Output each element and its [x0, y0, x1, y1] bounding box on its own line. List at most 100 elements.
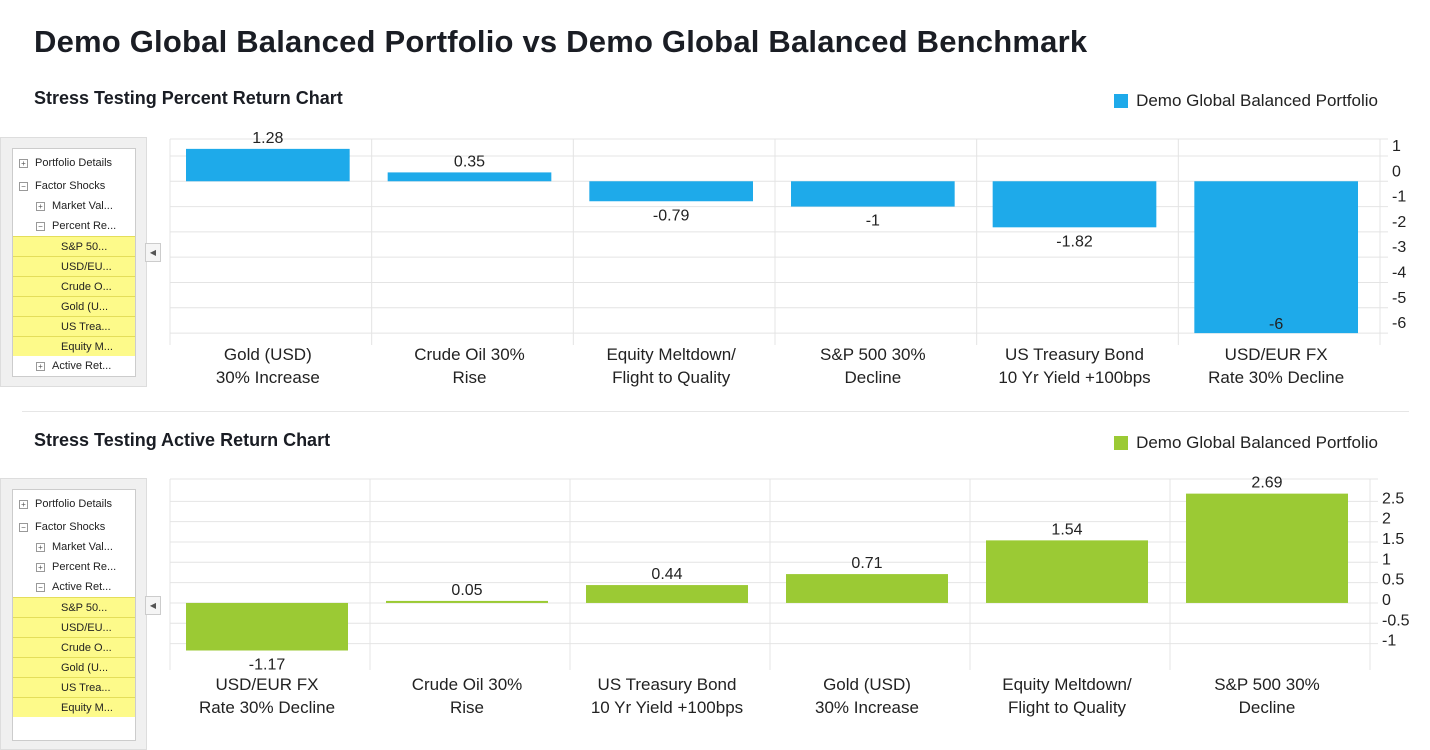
tree-node-label: Gold (U... — [61, 661, 109, 674]
percent-chart-title: Stress Testing Percent Return Chart — [34, 88, 343, 108]
tree-node-label: Portfolio Details — [35, 498, 113, 510]
legend-swatch-icon — [1114, 436, 1129, 450]
tree-node[interactable]: S&P 50... — [13, 236, 135, 256]
legend-label: Demo Global Balanced Portfolio — [1136, 433, 1378, 452]
tree-node[interactable]: − Factor Shocks — [13, 517, 135, 537]
tree-node-label: S&P 50... — [61, 240, 108, 253]
bar-value-label: -6 — [1269, 316, 1283, 333]
tree-node-label: Equity M... — [61, 340, 113, 353]
tree-node-label: US Trea... — [61, 681, 111, 694]
category-label: S&P 500 30% — [820, 345, 926, 364]
collapse-icon[interactable]: − — [36, 582, 45, 592]
category-label: Flight to Quality — [612, 368, 731, 387]
category-label: Gold (USD) — [224, 345, 312, 364]
tree-node-label: Portfolio Details — [35, 157, 113, 169]
tree-panel-top: + Portfolio Details − Factor Shocks + Market … — [0, 137, 147, 387]
tree-node-label: Percent Re... — [52, 220, 117, 232]
tree-node-label: Gold (U... — [61, 300, 109, 313]
y-tick-label: 1 — [1392, 138, 1401, 155]
tree-panel-bottom: + Portfolio Details − Factor Shocks + Market … — [0, 478, 147, 750]
tree-node[interactable]: + Market Val... — [13, 537, 135, 557]
category-label: Rise — [452, 368, 486, 387]
bar — [589, 181, 753, 202]
page-title: Demo Global Balanced Portfolio vs Demo G… — [34, 24, 1088, 59]
tree-node[interactable]: Gold (U... — [13, 296, 135, 316]
tree-node[interactable]: Equity M... — [13, 697, 135, 717]
y-tick-label: -5 — [1392, 290, 1406, 307]
category-label: 10 Yr Yield +100bps — [998, 368, 1150, 387]
bar — [992, 181, 1157, 228]
collapse-icon[interactable]: − — [19, 522, 28, 532]
section-divider — [22, 411, 1409, 412]
expand-icon[interactable]: + — [36, 361, 45, 371]
tree-node[interactable]: Crude O... — [13, 637, 135, 657]
legend-label: Demo Global Balanced Portfolio — [1136, 91, 1378, 110]
tree-node[interactable]: Equity M... — [13, 336, 135, 356]
triangle-left-icon: ◀ — [149, 248, 157, 257]
expand-icon[interactable]: + — [19, 499, 28, 509]
bar — [791, 181, 955, 207]
bar — [387, 172, 552, 182]
y-tick-label: -6 — [1392, 315, 1406, 332]
tree-node[interactable]: − Active Ret... — [13, 577, 135, 597]
tree-node[interactable]: S&P 50... — [13, 597, 135, 617]
triangle-left-icon: ◀ — [149, 601, 157, 610]
active-legend[interactable]: Demo Global Balanced Portfolio — [1114, 433, 1378, 453]
category-label: Rate 30% Decline — [1208, 368, 1344, 387]
y-tick-label: -3 — [1392, 239, 1406, 256]
tree-node[interactable]: + Market Val... — [13, 196, 135, 216]
category-label: 30% Increase — [216, 368, 320, 387]
y-tick-label: -4 — [1392, 264, 1406, 281]
tree-node[interactable]: − Factor Shocks — [13, 176, 135, 196]
expand-icon[interactable]: + — [36, 562, 45, 572]
y-tick-label: 0 — [1392, 163, 1401, 180]
collapse-panel-button[interactable]: ◀ — [145, 243, 161, 262]
expand-icon[interactable]: + — [36, 201, 45, 211]
category-label: Crude Oil 30% — [414, 345, 525, 364]
bar — [1194, 181, 1358, 334]
tree-node[interactable]: − Percent Re... — [13, 216, 135, 236]
tree-node[interactable]: US Trea... — [13, 316, 135, 336]
tree-node-label: Equity M... — [61, 701, 113, 714]
bar — [186, 148, 350, 182]
navigation-tree: + Portfolio Details − Factor Shocks + Market … — [12, 489, 136, 741]
category-label: USD/EUR FX — [1225, 345, 1328, 364]
tree-node-label: Factor Shocks — [35, 521, 106, 533]
tree-node[interactable]: + Percent Re... — [13, 557, 135, 577]
collapse-panel-button[interactable]: ◀ — [145, 596, 161, 615]
bar-value-label: -1 — [866, 213, 880, 230]
tree-node[interactable]: Crude O... — [13, 276, 135, 296]
y-tick-label: -1 — [1392, 189, 1406, 206]
tree-node[interactable]: + Portfolio Details — [13, 153, 135, 173]
tree-node-label: Crude O... — [61, 280, 112, 293]
collapse-icon[interactable]: − — [36, 221, 45, 231]
tree-node-label: Percent Re... — [52, 561, 117, 573]
tree-node[interactable]: + Active Ret... — [13, 356, 135, 376]
tree-node[interactable]: + Portfolio Details — [13, 494, 135, 514]
expand-icon[interactable]: + — [36, 542, 45, 552]
percent-legend[interactable]: Demo Global Balanced Portfolio — [1114, 91, 1378, 111]
tree-node-label: S&P 50... — [61, 601, 108, 614]
navigation-tree: + Portfolio Details − Factor Shocks + Market … — [12, 148, 136, 377]
active-chart-title: Stress Testing Active Return Chart — [34, 430, 331, 450]
tree-node-label: Market Val... — [52, 200, 113, 212]
tree-node-label: Active Ret... — [52, 360, 112, 372]
category-label: Equity Meltdown/ — [606, 345, 736, 364]
collapse-icon[interactable]: − — [19, 181, 28, 191]
tree-node[interactable]: USD/EU... — [13, 617, 135, 637]
tree-node-label: USD/EU... — [61, 621, 112, 634]
bar-value-label: -0.79 — [653, 207, 690, 224]
tree-node-label: USD/EU... — [61, 260, 112, 273]
category-label: US Treasury Bond — [1005, 345, 1144, 364]
tree-node-label: Market Val... — [52, 541, 113, 553]
tree-node[interactable]: US Trea... — [13, 677, 135, 697]
tree-node-label: Active Ret... — [52, 581, 112, 593]
tree-node-label: Crude O... — [61, 641, 112, 654]
bar-value-label: -1.82 — [1056, 233, 1093, 250]
tree-node[interactable]: USD/EU... — [13, 256, 135, 276]
expand-icon[interactable]: + — [19, 158, 28, 168]
tree-node[interactable]: Gold (U... — [13, 657, 135, 677]
tree-node-label: Factor Shocks — [35, 180, 106, 192]
y-tick-label: -2 — [1392, 214, 1406, 231]
